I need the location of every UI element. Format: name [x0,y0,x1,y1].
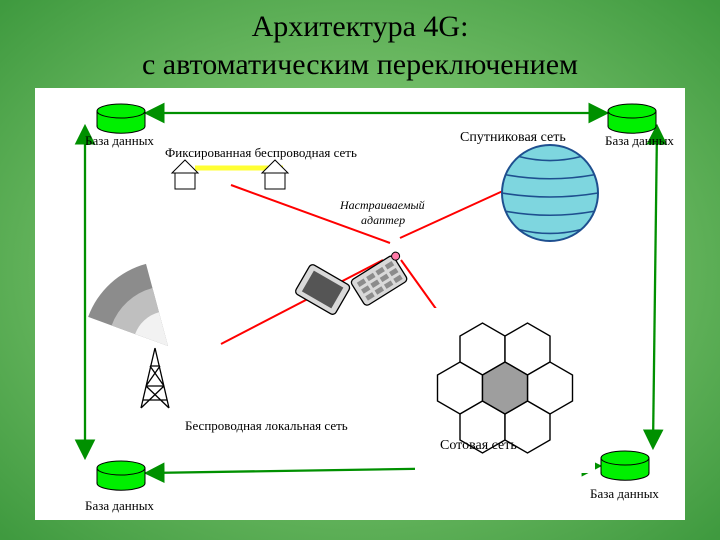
label-db-tl: База данных [85,133,154,149]
label-adapter-1: Настраиваемый [340,198,425,213]
label-db-tr: База данных [605,133,674,149]
label-adapter-2: адаптер [361,213,405,228]
database-icon [97,104,145,118]
database-icon [97,461,145,475]
house-icon [172,160,198,189]
wlan-tower-icon [141,348,169,408]
diagram-canvas: База данных База данных База данных База… [35,88,685,520]
wlan-cone-icon [88,264,168,346]
db-link-arrow [653,128,657,446]
title-line-2: с автоматическим переключением [142,48,578,81]
title-line-1: Архитектура 4G: [252,10,469,43]
satellite-globe-icon [502,145,598,241]
slide-title: Архитектура 4G: с автоматическим переклю… [0,8,720,83]
label-db-br: База данных [590,486,659,502]
house-icon [262,160,288,189]
adapter-link [221,260,383,344]
label-db-bl: База данных [85,498,154,514]
label-fixed-wireless: Фиксированная беспроводная сеть [165,145,357,161]
database-icon [601,451,649,465]
diagram-svg [35,88,685,520]
label-cellular: Сотовая сеть [440,438,517,454]
label-wlan: Беспроводная локальная сеть [185,418,348,434]
database-icon [608,104,656,118]
label-satellite: Спутниковая сеть [460,130,566,146]
